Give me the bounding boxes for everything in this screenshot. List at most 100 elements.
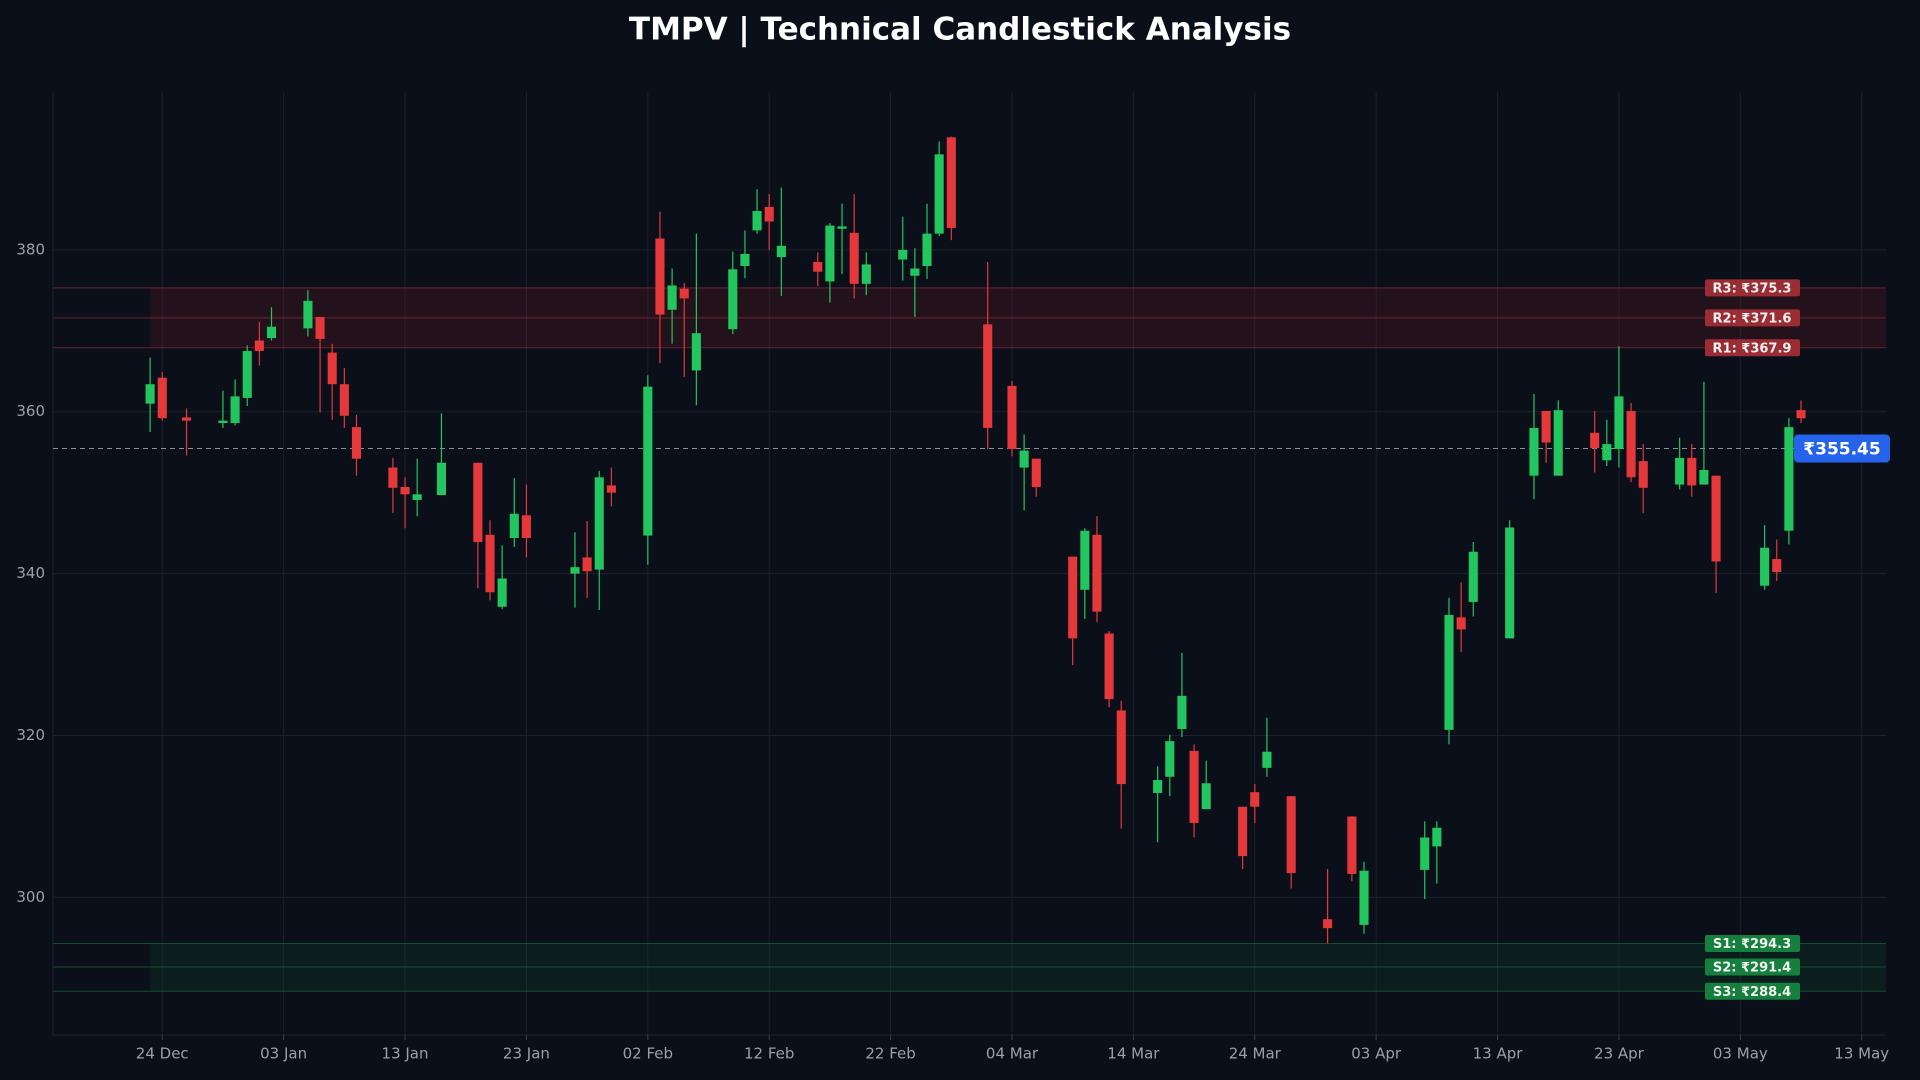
candle-body [983,324,993,428]
x-tick-label: 23 Apr [1594,1045,1645,1063]
candle-body [327,352,337,385]
candle-body [1420,837,1430,870]
candle-body [1638,461,1648,488]
candle-body [1784,427,1794,531]
candle-body [1019,450,1029,468]
candle-body [764,206,774,222]
candle-body [1250,792,1260,807]
candle-body [1687,457,1697,486]
resistance-label: R1: ₹367.9 [1713,341,1792,356]
resistance-label: R3: ₹375.3 [1713,281,1792,296]
x-tick-label: 03 May [1713,1045,1768,1063]
candle-body [643,386,653,536]
current-price-label: ₹355.45 [1803,440,1880,460]
candle-body [740,253,750,267]
y-tick-label: 360 [16,402,45,420]
candle-body [1505,527,1515,639]
candle-body [837,226,847,229]
candle-body [934,154,944,234]
x-tick-label: 23 Jan [503,1045,550,1063]
candle-body [1359,870,1369,925]
candle-body [218,420,228,424]
x-tick-label: 14 Mar [1107,1045,1160,1063]
candle-body [1553,410,1563,476]
support-label-box [1705,982,1800,1000]
candle-body [1675,457,1685,485]
x-tick-label: 22 Feb [865,1045,915,1063]
x-tick-label: 03 Jan [260,1045,307,1063]
x-tick-label: 13 Jan [382,1045,429,1063]
candle-body [400,487,410,495]
candle-body [242,351,252,398]
candle-body [898,249,908,260]
x-tick-label: 12 Feb [744,1045,794,1063]
candle-body [497,578,507,607]
candle-body [436,462,447,496]
candle-body [1323,919,1333,929]
support-label: S1: ₹294.3 [1713,937,1791,952]
candle-body [412,494,422,500]
x-tick-label: 13 May [1834,1045,1889,1063]
candle-body [1153,780,1163,793]
candle-body [1772,559,1782,572]
x-tick-label: 04 Mar [986,1045,1039,1063]
x-tick-label: 24 Dec [136,1045,189,1063]
candle-body [1796,410,1806,419]
candle-body [813,261,823,272]
candle-body [1092,534,1102,612]
candle-body [570,567,580,574]
x-tick-label: 24 Mar [1229,1045,1282,1063]
y-tick-label: 320 [16,726,45,744]
y-tick-label: 340 [16,564,45,582]
candle-body [230,396,240,424]
support-label-box [1705,935,1800,953]
candle-body [1031,458,1041,488]
resistance-label-box [1705,339,1800,357]
candle-body [1189,750,1199,823]
candle-body [1007,385,1017,449]
candle-body [1165,741,1175,777]
support-label: S3: ₹288.4 [1713,985,1791,1000]
candle-body [849,232,859,284]
candle-body [473,462,483,543]
candle-body [1711,475,1721,562]
candle-body [691,333,701,371]
candle-body [1104,633,1114,700]
candle-body [1590,432,1600,449]
candle-body [1080,530,1090,590]
candle-body [339,384,349,416]
candle-body [521,515,531,539]
resistance-label-box [1705,279,1800,297]
candle-body [1068,556,1078,639]
candle-body [752,210,762,231]
candle-body [910,268,920,276]
candle-body [145,384,155,404]
support-label: S2: ₹291.4 [1713,961,1791,976]
support-label-box [1705,958,1800,976]
candle-body [667,285,677,310]
candle-body [254,340,264,352]
candle-body [1444,614,1454,730]
chart-title: TMPV | Technical Candlestick Analysis [629,12,1291,48]
candle-body [582,557,592,572]
resistance-label-box [1705,309,1800,327]
candle-body [266,326,277,339]
candle-body [351,427,362,459]
candle-body [1262,751,1272,768]
candle-body [922,233,932,267]
y-tick-label: 380 [16,240,45,258]
candle-body [776,245,786,258]
candle-body [1602,444,1612,461]
candle-body [1116,710,1126,785]
candle-body [861,264,871,284]
candle-body [594,477,604,570]
candle-body [157,377,167,419]
candle-body [1541,410,1551,443]
candle-body [1201,783,1211,810]
candle-body [315,317,325,339]
x-tick-label: 03 Apr [1351,1045,1402,1063]
y-tick-label: 300 [16,888,45,906]
x-tick-label: 13 Apr [1473,1045,1524,1063]
